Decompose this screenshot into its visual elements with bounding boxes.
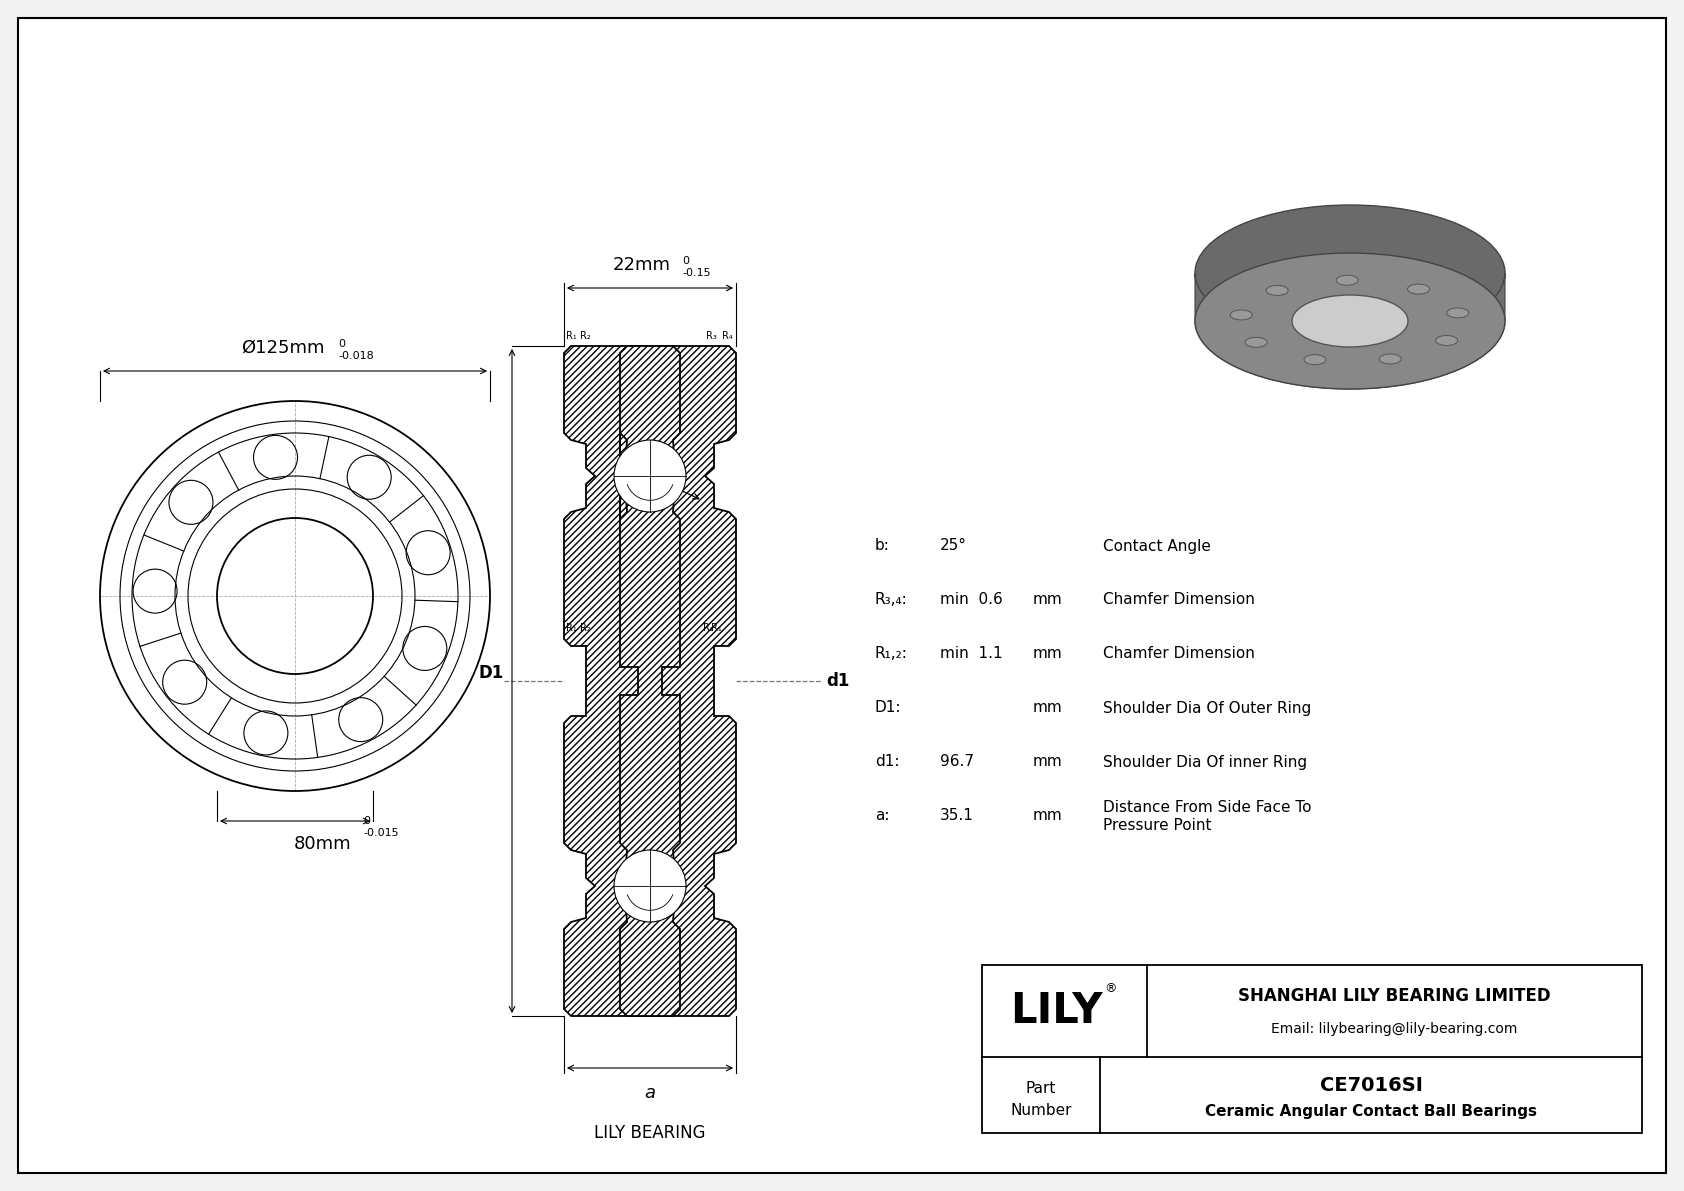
- Text: Contact Angle: Contact Angle: [1103, 538, 1211, 554]
- Ellipse shape: [1196, 252, 1505, 389]
- Text: R₁,₂:: R₁,₂:: [876, 647, 908, 661]
- Text: R₄: R₄: [722, 331, 733, 341]
- Text: b: b: [660, 494, 669, 507]
- Ellipse shape: [1408, 285, 1430, 294]
- Text: Shoulder Dia Of Outer Ring: Shoulder Dia Of Outer Ring: [1103, 700, 1312, 716]
- Text: R₃,₄:: R₃,₄:: [876, 592, 908, 607]
- Text: D1:: D1:: [876, 700, 901, 716]
- Text: CE7016SI: CE7016SI: [1320, 1075, 1423, 1095]
- Polygon shape: [616, 347, 684, 1016]
- Text: mm: mm: [1032, 700, 1063, 716]
- Text: Distance From Side Face To: Distance From Side Face To: [1103, 799, 1312, 815]
- Text: Chamfer Dimension: Chamfer Dimension: [1103, 647, 1255, 661]
- Text: a: a: [645, 1084, 655, 1102]
- Text: 0: 0: [338, 339, 345, 349]
- Ellipse shape: [1244, 337, 1266, 348]
- Text: SHANGHAI LILY BEARING LIMITED: SHANGHAI LILY BEARING LIMITED: [1238, 987, 1551, 1005]
- Text: R₁: R₁: [711, 623, 722, 632]
- Text: mm: mm: [1032, 592, 1063, 607]
- Text: 22mm: 22mm: [613, 256, 670, 274]
- Text: Number: Number: [1010, 1103, 1071, 1117]
- Circle shape: [615, 850, 685, 922]
- Ellipse shape: [1379, 354, 1401, 364]
- Text: 0: 0: [682, 256, 689, 266]
- Text: 35.1: 35.1: [940, 809, 973, 823]
- Text: b:: b:: [876, 538, 889, 554]
- Polygon shape: [1196, 273, 1505, 389]
- Text: R₁: R₁: [566, 331, 576, 341]
- Text: d1:: d1:: [876, 755, 899, 769]
- Text: mm: mm: [1032, 647, 1063, 661]
- Text: min  1.1: min 1.1: [940, 647, 1002, 661]
- Text: ®: ®: [1105, 983, 1116, 996]
- Ellipse shape: [1303, 355, 1325, 364]
- Text: Ø125mm: Ø125mm: [241, 339, 325, 357]
- Ellipse shape: [1266, 286, 1288, 295]
- Text: Chamfer Dimension: Chamfer Dimension: [1103, 592, 1255, 607]
- Text: Shoulder Dia Of inner Ring: Shoulder Dia Of inner Ring: [1103, 755, 1307, 769]
- Polygon shape: [564, 347, 736, 1016]
- Text: min  0.6: min 0.6: [940, 592, 1002, 607]
- Text: 80mm: 80mm: [295, 835, 352, 853]
- Text: D1: D1: [478, 665, 504, 682]
- Ellipse shape: [1436, 336, 1458, 345]
- Ellipse shape: [1447, 308, 1468, 318]
- Text: 0: 0: [364, 816, 370, 827]
- Text: R₁: R₁: [566, 623, 576, 632]
- Text: R₂: R₂: [579, 623, 591, 632]
- Text: LILY BEARING: LILY BEARING: [594, 1124, 706, 1142]
- Text: R₂: R₂: [579, 331, 591, 341]
- Text: mm: mm: [1032, 755, 1063, 769]
- Text: LILY: LILY: [1010, 990, 1103, 1031]
- Text: mm: mm: [1032, 809, 1063, 823]
- Text: R₃: R₃: [706, 331, 717, 341]
- Text: Part: Part: [1026, 1081, 1056, 1097]
- Text: a:: a:: [876, 809, 889, 823]
- Ellipse shape: [1335, 275, 1359, 285]
- Text: -0.015: -0.015: [364, 828, 399, 838]
- Ellipse shape: [1231, 310, 1253, 320]
- Text: 96.7: 96.7: [940, 755, 973, 769]
- Circle shape: [615, 439, 685, 512]
- Bar: [982, 965, 1642, 1133]
- Text: Email: lilybearing@lily-bearing.com: Email: lilybearing@lily-bearing.com: [1271, 1022, 1517, 1036]
- Ellipse shape: [1292, 295, 1408, 347]
- Text: R₂: R₂: [704, 623, 714, 632]
- Text: Ceramic Angular Contact Ball Bearings: Ceramic Angular Contact Ball Bearings: [1206, 1104, 1537, 1120]
- Ellipse shape: [1196, 205, 1505, 341]
- Text: 25°: 25°: [940, 538, 967, 554]
- Text: -0.15: -0.15: [682, 268, 711, 278]
- Text: -0.018: -0.018: [338, 351, 374, 361]
- Text: d1: d1: [825, 672, 849, 690]
- Text: Pressure Point: Pressure Point: [1103, 817, 1211, 833]
